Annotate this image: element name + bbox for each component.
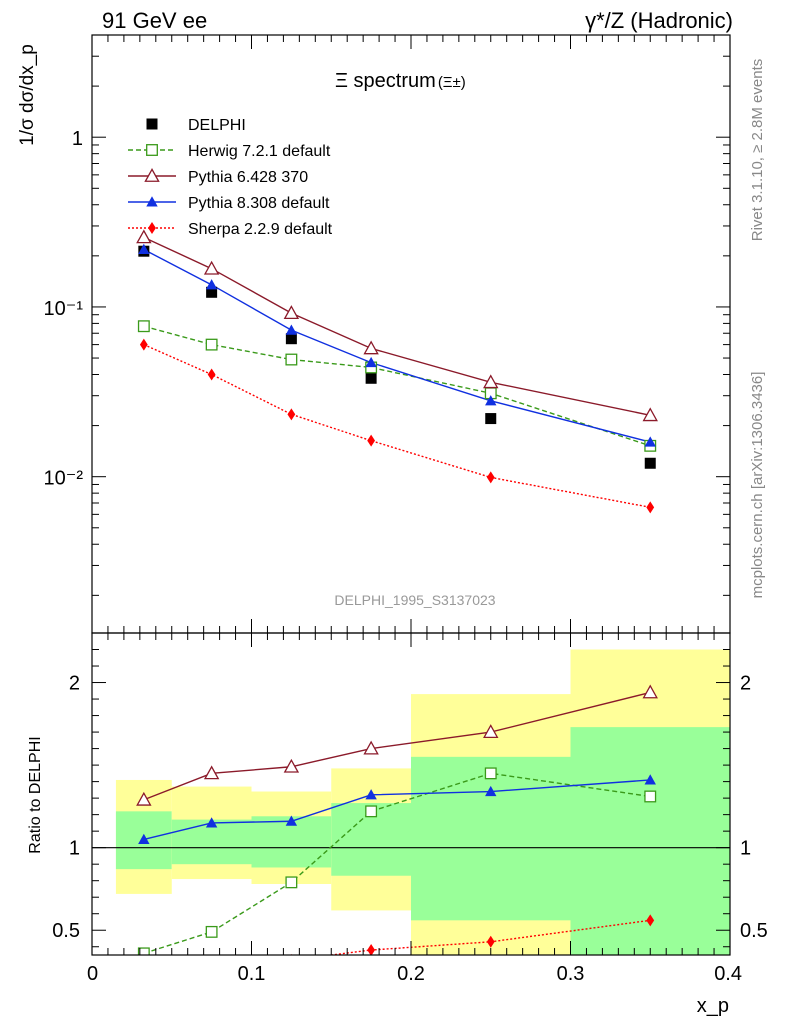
ratio-point-herwig-7-2-1-default-2 (285, 876, 298, 889)
main-point-pythia-6-428-370-1 (203, 260, 220, 275)
ratio-point-pythia-8-308-default-3 (365, 789, 377, 800)
main-y-tick-label-2: 10⁻² (44, 468, 84, 490)
legend-label-herwig-7-2-1-default: Herwig 7.2.1 default (188, 143, 331, 160)
main-point-pythia-8-308-default-5 (644, 436, 656, 447)
main-title: Ξ spectrum (Ξ±) (335, 70, 466, 92)
legend: DELPHI Herwig 7.2.1 default Pythia 6.428 3… (128, 117, 333, 238)
main-point-herwig-7-2-1-default-0 (137, 320, 150, 333)
ratio-point-pythia-6-428-370-1 (203, 765, 220, 780)
ratio-point-pythia-6-428-370-2 (283, 758, 300, 773)
ratio-y-tick-label-left-0: 0.5 (52, 920, 80, 942)
main-y-tick-label-1: 10⁻¹ (44, 298, 84, 320)
main-y-tick-label-0: 1 (72, 128, 83, 150)
main-point-pythia-8-308-default-4 (485, 395, 497, 406)
header-right-label: γ*/Z (Hadronic) (585, 8, 733, 33)
ratio-point-sherpa-2-2-9-default-5 (646, 914, 655, 927)
ratio-point-herwig-7-2-1-default-4 (484, 767, 497, 780)
main-point-pythia-6-428-370-4 (483, 374, 499, 389)
main-point-sherpa-2-2-9-default-4 (486, 471, 495, 484)
main-point-pythia-8-308-default-1 (205, 279, 218, 290)
ratio-point-pythia-8-308-default-1 (205, 817, 218, 828)
header-left-label: 91 GeV ee (102, 8, 207, 33)
rivet-label: Rivet 3.1.10, ≥ 2.8M events (749, 59, 766, 242)
ratio-point-pythia-6-428-370-0 (136, 791, 152, 806)
ratio-point-herwig-7-2-1-default-5 (644, 790, 657, 803)
x-tick-label-0: 0 (87, 963, 98, 985)
main-point-delphi-2 (285, 333, 297, 345)
legend-label-pythia-6-428-370: Pythia 6.428 370 (188, 169, 308, 186)
ratio-band-green-4 (411, 756, 571, 921)
ratio-point-pythia-8-308-default-0 (138, 833, 150, 844)
main-y-axis-label: 1/σ dσ/dx_p (17, 44, 38, 146)
ratio-y-tick-label-right-1: 1 (740, 838, 751, 860)
main-point-pythia-6-428-370-3 (363, 340, 379, 355)
ratio-y-tick-label-right-0: 0.5 (740, 920, 768, 942)
main-point-delphi-4 (485, 413, 497, 425)
main-point-pythia-8-308-default-0 (138, 243, 150, 255)
ratio-y-tick-label-left-2: 2 (69, 673, 80, 695)
ratio-point-sherpa-2-2-9-default-4 (486, 935, 495, 948)
x-axis-label: x_p (697, 995, 729, 1017)
ratio-point-sherpa-2-2-9-default-3 (367, 944, 376, 955)
x-tick-label-3: 0.3 (557, 963, 585, 985)
ratio-point-herwig-7-2-1-default-0 (137, 947, 150, 955)
main-point-pythia-8-308-default-2 (285, 324, 298, 335)
main-line-sherpa-2-2-9-default (143, 343, 651, 509)
main-point-delphi-1 (206, 286, 218, 298)
main-title-text: Ξ spectrum (335, 70, 436, 92)
ratio-y-tick-label-left-1: 1 (69, 838, 80, 860)
main-title-suffix: (Ξ±) (438, 74, 466, 91)
ratio-point-pythia-6-428-370-4 (483, 724, 499, 739)
main-point-pythia-6-428-370-5 (642, 407, 658, 422)
ratio-point-sherpa-2-2-9-default-1 (208, 957, 216, 969)
ratio-point-pythia-8-308-default-5 (644, 774, 656, 785)
ratio-frame (91, 632, 731, 956)
legend-label-pythia-8-308-default: Pythia 8.308 default (188, 195, 330, 212)
legend-label-delphi: DELPHI (188, 117, 246, 134)
legend-marker-herwig-7-2-1-default (146, 144, 158, 156)
x-tick-label-1: 0.1 (238, 963, 266, 985)
main-line-herwig-7-2-1-default (143, 325, 651, 447)
main-point-herwig-7-2-1-default-2 (285, 353, 298, 366)
ratio-point-sherpa-2-2-9-default-0 (140, 966, 148, 978)
ratio-y-axis-label: Ratio to DELPHI (27, 736, 44, 853)
ratio-point-pythia-8-308-default-2 (285, 815, 298, 826)
ratio-point-herwig-7-2-1-default-3 (365, 805, 378, 818)
x-tick-label-2: 0.2 (397, 963, 425, 985)
ratio-point-sherpa-2-2-9-default-2 (290, 953, 293, 955)
main-point-pythia-8-308-default-3 (365, 356, 377, 368)
main-point-delphi-3 (365, 372, 377, 384)
main-point-delphi-5 (644, 457, 656, 469)
main-point-sherpa-2-2-9-default-2 (287, 408, 296, 421)
legend-marker-pythia-6-428-370 (144, 168, 160, 182)
main-point-pythia-6-428-370-2 (283, 305, 300, 320)
main-point-sherpa-2-2-9-default-1 (207, 368, 216, 381)
ratio-line-pythia-6-428-370 (143, 691, 651, 801)
ratio-point-pythia-6-428-370-5 (642, 684, 658, 699)
main-panel: 1 10⁻¹ 10⁻² Ξ spectrum (Ξ±) DELPHI_1995_S31… (17, 34, 731, 634)
main-line-pythia-6-428-370 (143, 236, 651, 416)
main-line-pythia-8-308-default (143, 248, 651, 443)
main-point-herwig-7-2-1-default-1 (205, 338, 218, 351)
main-point-sherpa-2-2-9-default-0 (139, 338, 148, 351)
legend-marker-delphi (146, 118, 158, 130)
ratio-point-herwig-7-2-1-default-1 (205, 925, 218, 938)
legend-marker-pythia-8-308-default (146, 196, 158, 207)
legend-label-sherpa-2-2-9-default: Sherpa 2.2.9 default (188, 221, 333, 238)
ratio-panel: 0.5 0.51 12 20 0.1 0.2 0.3 0.4 Ratio to DELPHI … (27, 632, 768, 1017)
main-point-pythia-6-428-370-0 (136, 229, 152, 244)
mcplots-label: mcplots.cern.ch [arXiv:1306.3436] (749, 372, 766, 599)
ratio-line-herwig-7-2-1-default (143, 772, 651, 955)
main-point-sherpa-2-2-9-default-3 (367, 434, 376, 447)
ratio-y-tick-label-right-2: 2 (740, 673, 751, 695)
ratio-point-pythia-8-308-default-4 (485, 785, 497, 797)
x-tick-label-4: 0.4 (714, 963, 742, 985)
watermark-label: DELPHI_1995_S3137023 (334, 592, 495, 608)
legend-marker-sherpa-2-2-9-default (148, 222, 156, 234)
ratio-point-pythia-6-428-370-3 (363, 740, 379, 755)
main-point-sherpa-2-2-9-default-5 (646, 501, 655, 514)
ratio-line-pythia-8-308-default (143, 779, 651, 841)
